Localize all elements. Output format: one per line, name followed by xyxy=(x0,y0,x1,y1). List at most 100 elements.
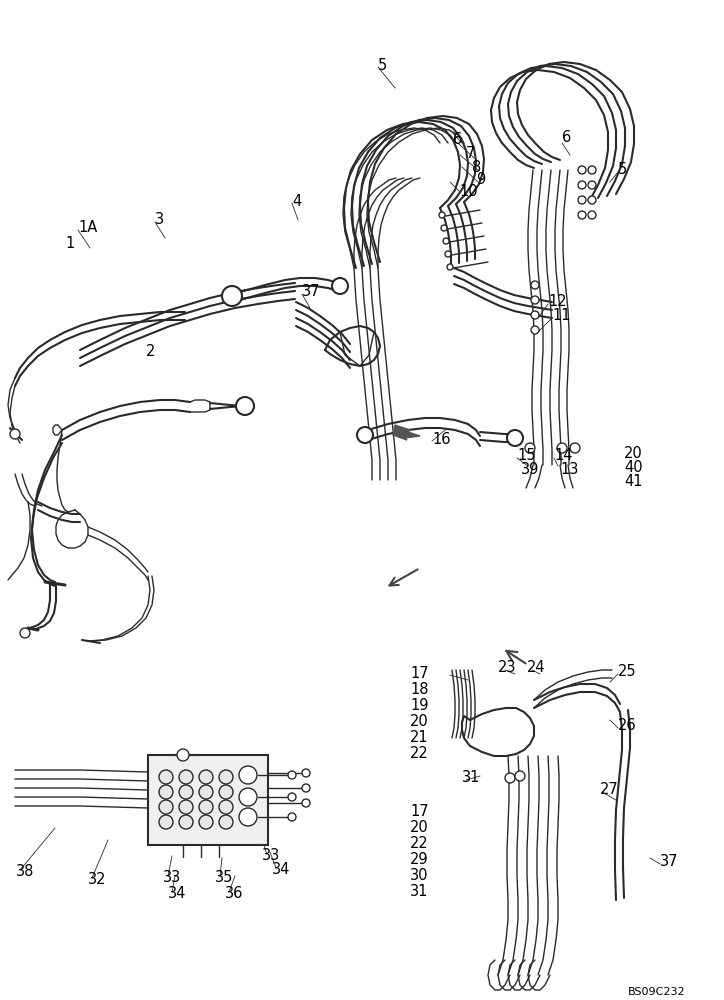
Circle shape xyxy=(570,443,580,453)
Circle shape xyxy=(179,800,193,814)
Circle shape xyxy=(578,211,586,219)
Bar xyxy=(148,755,268,845)
Text: 3: 3 xyxy=(155,213,164,228)
Text: BS09C232: BS09C232 xyxy=(628,987,686,997)
Text: 6: 6 xyxy=(562,130,571,145)
Circle shape xyxy=(578,196,586,204)
Text: 40: 40 xyxy=(624,460,643,476)
Circle shape xyxy=(588,166,596,174)
Circle shape xyxy=(219,785,233,799)
Circle shape xyxy=(531,281,539,289)
Text: 20: 20 xyxy=(410,820,429,836)
Text: 36: 36 xyxy=(225,886,243,902)
Circle shape xyxy=(302,769,310,777)
Text: 15: 15 xyxy=(517,448,536,464)
Text: 39: 39 xyxy=(521,462,539,478)
Text: 18: 18 xyxy=(410,682,429,698)
Text: 30: 30 xyxy=(410,868,429,884)
Text: 27: 27 xyxy=(600,782,619,798)
Text: 7: 7 xyxy=(466,146,476,161)
Circle shape xyxy=(288,771,296,779)
Text: 34: 34 xyxy=(272,862,290,878)
Circle shape xyxy=(531,296,539,304)
Text: 37: 37 xyxy=(660,854,678,869)
Circle shape xyxy=(219,770,233,784)
Circle shape xyxy=(239,766,257,784)
Circle shape xyxy=(179,815,193,829)
Text: 26: 26 xyxy=(618,718,636,734)
Polygon shape xyxy=(393,425,420,440)
Circle shape xyxy=(505,773,515,783)
Circle shape xyxy=(445,251,451,257)
Circle shape xyxy=(357,427,373,443)
Circle shape xyxy=(219,815,233,829)
Circle shape xyxy=(288,793,296,801)
Circle shape xyxy=(20,628,30,638)
Text: 5: 5 xyxy=(618,162,627,178)
Circle shape xyxy=(578,166,586,174)
Circle shape xyxy=(199,770,213,784)
Text: 33: 33 xyxy=(262,848,280,863)
Circle shape xyxy=(332,278,348,294)
Text: 25: 25 xyxy=(618,664,636,680)
Circle shape xyxy=(578,181,586,189)
Text: 1A: 1A xyxy=(78,221,97,235)
Circle shape xyxy=(219,800,233,814)
Circle shape xyxy=(199,785,213,799)
Circle shape xyxy=(179,785,193,799)
Circle shape xyxy=(159,800,173,814)
Text: 33: 33 xyxy=(163,870,181,886)
Circle shape xyxy=(239,788,257,806)
Circle shape xyxy=(531,311,539,319)
Text: 8: 8 xyxy=(472,159,481,174)
Circle shape xyxy=(239,808,257,826)
Text: 17: 17 xyxy=(410,804,429,820)
Circle shape xyxy=(10,429,20,439)
Text: 12: 12 xyxy=(548,294,567,310)
Circle shape xyxy=(507,430,523,446)
Circle shape xyxy=(199,800,213,814)
Text: 31: 31 xyxy=(410,884,429,900)
Circle shape xyxy=(515,771,525,781)
Text: 10: 10 xyxy=(459,184,478,198)
Circle shape xyxy=(588,196,596,204)
Circle shape xyxy=(525,443,535,453)
Text: 21: 21 xyxy=(410,730,429,746)
Circle shape xyxy=(159,770,173,784)
Text: 20: 20 xyxy=(624,446,643,462)
Text: 5: 5 xyxy=(378,57,387,73)
Text: 35: 35 xyxy=(215,870,233,886)
Circle shape xyxy=(447,264,453,270)
Text: 41: 41 xyxy=(624,475,642,489)
Text: 34: 34 xyxy=(168,886,186,902)
Text: 29: 29 xyxy=(410,852,429,867)
Circle shape xyxy=(531,326,539,334)
Text: 2: 2 xyxy=(146,344,156,360)
Text: 1: 1 xyxy=(65,236,75,251)
Circle shape xyxy=(177,749,189,761)
Text: 14: 14 xyxy=(554,448,573,464)
Circle shape xyxy=(588,211,596,219)
Circle shape xyxy=(179,770,193,784)
Text: 11: 11 xyxy=(552,308,571,324)
Text: 16: 16 xyxy=(432,432,450,448)
Circle shape xyxy=(288,813,296,821)
Text: 20: 20 xyxy=(410,714,429,730)
Circle shape xyxy=(302,799,310,807)
Text: 4: 4 xyxy=(292,194,301,210)
Text: 19: 19 xyxy=(410,698,429,714)
Circle shape xyxy=(439,212,445,218)
Circle shape xyxy=(199,815,213,829)
Circle shape xyxy=(236,397,254,415)
Text: 38: 38 xyxy=(16,864,34,880)
Circle shape xyxy=(159,815,173,829)
Text: 23: 23 xyxy=(498,660,516,676)
Circle shape xyxy=(159,785,173,799)
Circle shape xyxy=(441,225,447,231)
Circle shape xyxy=(302,784,310,792)
Text: 6: 6 xyxy=(453,132,462,147)
Circle shape xyxy=(588,181,596,189)
Text: 32: 32 xyxy=(88,872,106,888)
Text: 9: 9 xyxy=(476,172,485,186)
Circle shape xyxy=(557,443,567,453)
